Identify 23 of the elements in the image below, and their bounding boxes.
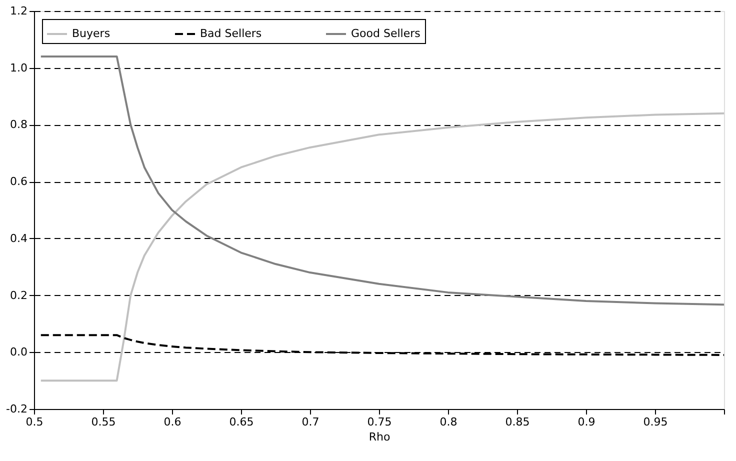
x-tick-label: 0.8 (440, 416, 458, 428)
legend-label: Buyers (72, 27, 110, 40)
x-tick-label: 0.75 (367, 416, 392, 428)
x-tick-label: 0.9 (578, 416, 596, 428)
y-tick-label: 1.0 (10, 61, 28, 74)
y-tick-label: 0.8 (10, 118, 28, 132)
y-tick-label: 1.2 (10, 4, 28, 18)
y-tick-label: 0.6 (10, 175, 28, 188)
legend-label: Bad Sellers (200, 27, 262, 40)
x-tick-label: 0.7 (302, 416, 320, 428)
x-tick-label: 0.85 (505, 416, 530, 428)
x-tick-label: 0.95 (643, 416, 668, 428)
legend-label: Good Sellers (351, 27, 421, 40)
x-tick-label: 0.65 (229, 416, 254, 428)
x-tick-label: 0.55 (91, 416, 116, 428)
y-tick-label: 0.2 (10, 288, 28, 302)
y-tick-label: 0.0 (10, 346, 28, 359)
y-tick-label: 0.4 (10, 232, 28, 245)
x-tick-label: 0.6 (164, 416, 182, 428)
x-tick-label: 0.5 (26, 416, 44, 428)
x-axis-title: Rho (368, 430, 390, 444)
line-series (40, 55, 724, 306)
y-tick-label: -0.2 (6, 402, 28, 416)
